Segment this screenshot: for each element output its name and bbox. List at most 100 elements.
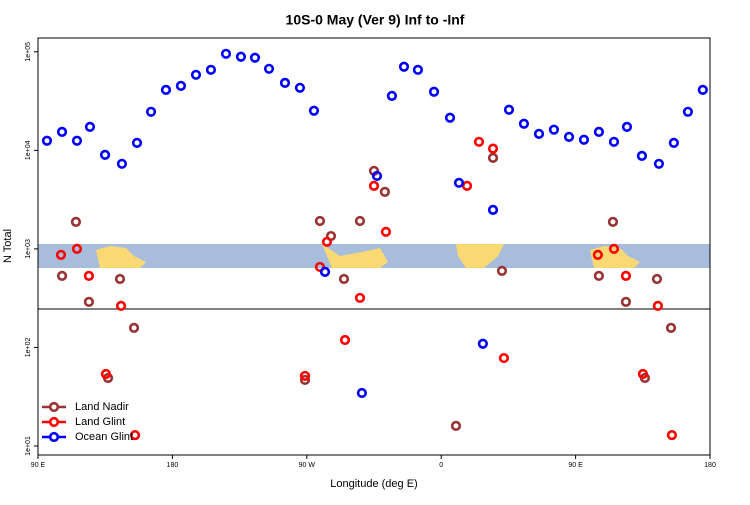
point xyxy=(666,429,678,441)
point xyxy=(84,121,96,132)
land-shape xyxy=(322,244,388,268)
point xyxy=(697,84,708,95)
point xyxy=(249,52,261,63)
y-tick-label: 1e+05 xyxy=(25,42,32,62)
point xyxy=(175,80,187,91)
point xyxy=(428,86,440,97)
point xyxy=(115,300,127,311)
point xyxy=(593,126,604,137)
point xyxy=(398,61,410,72)
point xyxy=(487,143,499,154)
point xyxy=(100,368,112,380)
point xyxy=(548,124,560,135)
legend-label: Land Glint xyxy=(75,416,125,428)
x-tick-label: 180 xyxy=(704,462,716,469)
point xyxy=(379,186,391,197)
legend-marker xyxy=(48,431,60,443)
legend-label: Land Nadir xyxy=(75,401,129,413)
point xyxy=(620,296,632,307)
x-tick-label: 90 W xyxy=(299,462,316,469)
point xyxy=(412,64,424,75)
point xyxy=(83,296,95,307)
series xyxy=(41,48,708,399)
point xyxy=(314,215,326,227)
point xyxy=(338,273,350,285)
point xyxy=(71,135,83,146)
point xyxy=(592,249,603,260)
plot-frame xyxy=(37,37,711,456)
point xyxy=(41,135,53,146)
x-tick-label: 90 E xyxy=(568,462,583,469)
point xyxy=(190,69,202,80)
land-shape xyxy=(456,244,504,268)
point xyxy=(653,158,665,169)
legend-marker xyxy=(48,401,60,413)
point xyxy=(665,322,677,333)
point xyxy=(299,370,311,382)
point xyxy=(636,150,648,161)
point xyxy=(652,300,663,311)
point xyxy=(607,216,619,227)
point xyxy=(620,270,632,281)
point xyxy=(533,128,545,139)
point xyxy=(279,77,291,88)
point xyxy=(608,136,620,147)
point xyxy=(129,429,141,441)
point xyxy=(593,270,604,281)
point xyxy=(503,104,515,115)
point xyxy=(99,149,111,160)
point xyxy=(145,106,157,117)
point xyxy=(55,249,67,260)
y-tick-label: 1e+02 xyxy=(25,338,32,358)
point xyxy=(263,63,275,74)
point xyxy=(380,226,392,237)
point xyxy=(563,131,575,142)
point xyxy=(651,273,663,285)
point xyxy=(70,216,82,227)
point xyxy=(354,215,366,227)
y-tick-label: 1e+01 xyxy=(25,436,32,456)
point xyxy=(682,106,693,117)
y-tick-label: 1e+03 xyxy=(25,239,32,259)
point xyxy=(71,243,83,254)
point xyxy=(498,352,510,364)
point xyxy=(450,420,462,431)
series xyxy=(55,136,678,441)
point xyxy=(56,126,68,137)
point xyxy=(308,105,320,116)
point xyxy=(128,322,140,333)
point xyxy=(621,121,633,132)
point xyxy=(518,118,530,129)
point xyxy=(477,338,488,349)
point xyxy=(294,82,306,93)
point xyxy=(444,112,456,123)
point xyxy=(637,368,649,380)
x-axis-label: Longitude (deg E) xyxy=(330,478,417,490)
y-tick-label: 1e+04 xyxy=(25,140,32,160)
point xyxy=(131,137,143,148)
point xyxy=(114,273,126,285)
point xyxy=(339,334,351,346)
point xyxy=(354,292,366,304)
point xyxy=(56,270,68,281)
point xyxy=(668,137,679,148)
chart-title: 10S-0 May (Ver 9) Inf to -Inf xyxy=(286,12,465,28)
map-strip xyxy=(38,244,710,268)
point xyxy=(473,136,485,147)
point xyxy=(487,152,499,163)
point xyxy=(386,90,398,101)
point xyxy=(496,265,508,276)
legend-marker xyxy=(48,416,60,428)
point xyxy=(299,374,311,386)
point xyxy=(578,134,590,145)
y-axis-label: N Total xyxy=(2,229,14,263)
point xyxy=(83,270,95,281)
x-tick-label: 180 xyxy=(167,462,179,469)
point xyxy=(205,64,217,75)
point xyxy=(314,261,326,273)
point xyxy=(371,170,383,182)
point xyxy=(116,158,128,169)
point xyxy=(461,180,473,191)
land-shape xyxy=(590,246,640,268)
